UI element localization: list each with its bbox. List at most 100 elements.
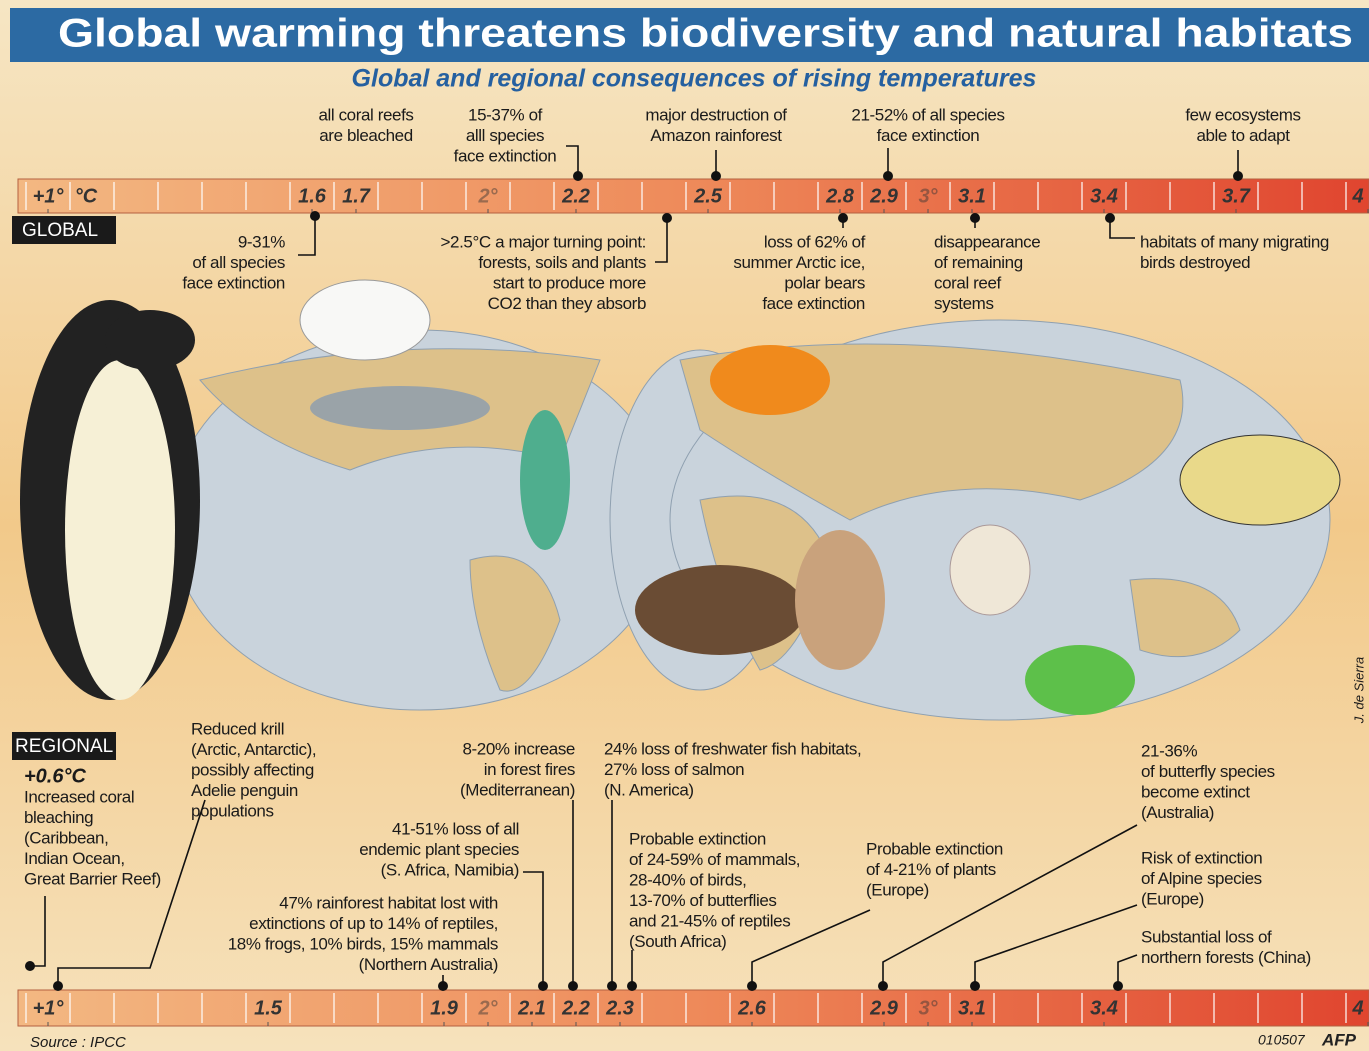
annotation-line: and 21-45% of reptiles xyxy=(629,911,790,930)
tick-label: +1° xyxy=(33,185,65,207)
pointer-dot xyxy=(53,981,63,991)
annotation-line: (Europe) xyxy=(866,880,929,899)
pointer-dot xyxy=(838,213,848,223)
annotation-line: Probable extinction xyxy=(629,829,766,848)
annotation-line: Increased coral xyxy=(24,787,134,806)
tick-label: 3° xyxy=(918,185,938,207)
unit-label: °C xyxy=(75,185,98,207)
pointer-dot xyxy=(747,981,757,991)
tick-label: 2.2 xyxy=(561,997,590,1019)
annotation-line: 15-37% of xyxy=(468,105,543,124)
infographic: Global warming threatens biodiversity an… xyxy=(0,0,1369,1051)
annotation-line: are bleached xyxy=(319,126,413,145)
tortoise-illustration xyxy=(635,565,805,655)
butterfly-illustration xyxy=(1180,435,1340,525)
annotation-line: (South Africa) xyxy=(629,932,726,951)
tick-label: 4 xyxy=(1351,997,1363,1019)
annotation-line: alll species xyxy=(466,126,544,145)
tick-label: 2.8 xyxy=(825,185,855,207)
annotation-line: of 24-59% of mammals, xyxy=(629,850,800,869)
annotation-line: >2.5°C a major turning point: xyxy=(441,232,646,251)
regional-label: REGIONAL xyxy=(15,736,113,757)
tick-label: 1.5 xyxy=(254,997,283,1019)
pointer-dot xyxy=(1105,213,1115,223)
annotation-line: 13-70% of butterflies xyxy=(629,891,777,910)
tick-label: 3.1 xyxy=(958,185,986,207)
annotation-line: (Arctic, Antarctic), xyxy=(191,740,316,759)
annotation-line: Indian Ocean, xyxy=(24,849,125,868)
tick-label: 3.7 xyxy=(1222,185,1251,207)
pointer-dot xyxy=(627,981,637,991)
annotation-line: (Australia) xyxy=(1141,803,1214,822)
regional-baseline: +0.6°C xyxy=(24,765,86,787)
annotation-line: face extinction xyxy=(182,273,285,292)
annotation-line: Adelie penguin xyxy=(191,781,298,800)
annotation-line: face extinction xyxy=(877,126,980,145)
tick-label: 2° xyxy=(477,997,498,1019)
tick-label: 2.1 xyxy=(517,997,546,1019)
annotation-line: CO2 than they absorb xyxy=(488,294,646,313)
pointer-dot xyxy=(878,981,888,991)
pointer-dot xyxy=(573,171,583,181)
tick-label: 1.9 xyxy=(430,997,459,1019)
tick-label: 1.6 xyxy=(298,185,327,207)
annotation-line: 8-20% increase xyxy=(462,739,575,758)
annotation-line: 47% rainforest habitat lost with xyxy=(279,893,498,912)
annotation-line: Probable extinction xyxy=(866,839,1003,858)
annotation-line: loss of 62% of xyxy=(764,232,866,251)
temperature-bar xyxy=(18,990,1369,1026)
tick-label: 3.4 xyxy=(1090,997,1118,1019)
tick-label: 2.5 xyxy=(693,185,723,207)
annotation-line: endemic plant species xyxy=(359,840,519,859)
annotation-line: polar bears xyxy=(784,273,865,292)
tick-label: 2.6 xyxy=(737,997,767,1019)
pointer-dot xyxy=(970,981,980,991)
penguin-illustration xyxy=(20,300,200,700)
code: 010507 xyxy=(1258,1032,1306,1048)
pointer-dot xyxy=(711,171,721,181)
annotation-line: 28-40% of birds, xyxy=(629,870,746,889)
tick-label: 2° xyxy=(477,185,498,207)
annotation-line: 9-31% xyxy=(238,232,285,251)
annotation-line: few ecosystems xyxy=(1185,105,1300,124)
annotation-line: (N. America) xyxy=(604,780,694,799)
pointer-dot xyxy=(662,213,672,223)
tick-label: 1.7 xyxy=(342,185,371,207)
pointer-dot xyxy=(310,211,320,221)
annotation-line: of Alpine species xyxy=(1141,869,1262,888)
annotation-line: birds destroyed xyxy=(1140,253,1250,272)
annotation-line: extinctions of up to 14% of reptiles, xyxy=(249,914,498,933)
tick-label: 3° xyxy=(918,997,938,1019)
annotation-line: (Northern Australia) xyxy=(359,955,498,974)
annotation-line: 18% frogs, 10% birds, 15% mammals xyxy=(228,934,498,953)
annotation-line: of remaining xyxy=(934,253,1023,272)
tick-label: +1° xyxy=(33,997,65,1019)
source: Source : IPCC xyxy=(30,1034,126,1051)
annotation-line: of 4-21% of plants xyxy=(866,860,996,879)
parrot-illustration xyxy=(520,410,570,550)
annotation-line: in forest fires xyxy=(484,760,575,779)
pointer-dot xyxy=(438,981,448,991)
pointer-dot xyxy=(25,961,35,971)
title: Global warming threatens biodiversity an… xyxy=(58,12,1353,56)
annotation-line: coral reef xyxy=(934,273,1002,292)
fire-illustration xyxy=(710,345,830,415)
tick-label: 3.1 xyxy=(958,997,986,1019)
tick-label: 3.4 xyxy=(1090,185,1118,207)
agency: AFP xyxy=(1321,1030,1357,1049)
annotation-line: 41-51% loss of all xyxy=(392,819,519,838)
annotation-line: Reduced krill xyxy=(191,719,284,738)
annotation-line: of butterfly species xyxy=(1141,762,1275,781)
annotation-line: northern forests (China) xyxy=(1141,948,1311,967)
annotation-line: bleaching xyxy=(24,808,93,827)
pointer-dot xyxy=(538,981,548,991)
annotation-line: Risk of extinction xyxy=(1141,848,1262,867)
frog-illustration xyxy=(1025,645,1135,715)
annotation-line: Great Barrier Reef) xyxy=(24,869,161,888)
annotation-line: possibly affecting xyxy=(191,760,314,779)
subtitle: Global and regional consequences of risi… xyxy=(352,65,1037,93)
annotation-line: habitats of many migrating xyxy=(1140,232,1329,251)
pointer-dot xyxy=(1233,171,1243,181)
annotation-line: forests, soils and plants xyxy=(478,253,646,272)
annotation-line: able to adapt xyxy=(1196,126,1290,145)
